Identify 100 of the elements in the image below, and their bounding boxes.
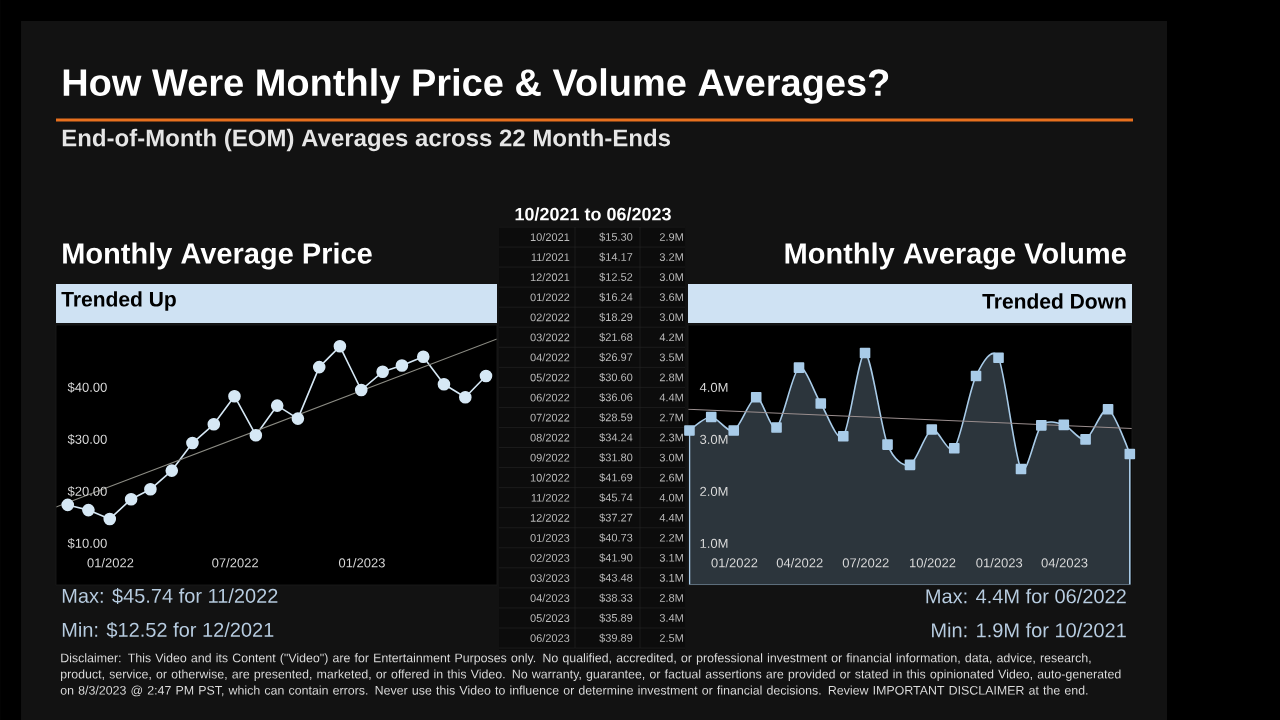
data-label: 3.5M [659, 353, 683, 362]
x-tick-label: 01/2022 [711, 557, 758, 568]
y-tick-label: $30.00 [67, 434, 107, 445]
data-label: $18.29 [599, 312, 633, 322]
point [859, 347, 871, 359]
data-label: $21.68 [599, 332, 633, 342]
category-label: 09/2022 [530, 453, 570, 462]
data-label: 3.1M [659, 573, 683, 582]
category-label: 06/2023 [530, 633, 570, 643]
category-label: 11/2022 [531, 493, 570, 502]
x-tick-label: 07/2022 [842, 557, 889, 568]
data-label: $12.52 [599, 272, 633, 282]
category-label: 02/2022 [530, 313, 570, 322]
chart-title: Monthly Average Volume [785, 242, 1126, 270]
point [882, 439, 893, 450]
data-label: $36.06 [599, 392, 633, 402]
y-tick-label: 1.0M [700, 538, 728, 548]
point [144, 483, 157, 496]
text: Min: $12.52 for 12/2021 [62, 621, 274, 639]
point [459, 390, 472, 404]
point [376, 365, 389, 379]
x-tick-label: 01/2023 [338, 557, 385, 568]
x-tick-label: 10/2022 [909, 557, 956, 568]
data-label: $40.73 [599, 533, 633, 543]
point [904, 459, 916, 471]
y-tick-label: $10.00 [67, 538, 107, 549]
point [793, 362, 805, 373]
data-label: $38.33 [599, 593, 633, 603]
y-tick-label: 2.0M [700, 486, 728, 496]
data-label: 4.2M [659, 333, 683, 342]
data-label: 2.8M [659, 373, 683, 382]
data-label: 4.0M [659, 493, 683, 502]
x-tick-label: 01/2023 [976, 557, 1023, 568]
data-label: 2.3M [659, 433, 683, 442]
x-tick-label: 04/2023 [1041, 557, 1088, 568]
category-label: 02/2023 [530, 553, 570, 562]
text: How Were Monthly Price & Volume Averages? [63, 68, 889, 104]
category-label: 06/2022 [530, 393, 570, 402]
point [207, 418, 221, 431]
point [837, 430, 849, 442]
category-label: 11/2021 [531, 253, 570, 262]
point [750, 391, 762, 403]
data-label: $39.89 [599, 633, 633, 643]
point [815, 398, 827, 409]
x-tick-label: 04/2022 [776, 557, 823, 568]
point [1124, 448, 1136, 460]
data-label: $30.60 [599, 372, 633, 382]
data-label: 3.0M [659, 313, 683, 322]
data-label: $26.97 [599, 352, 633, 362]
point [1015, 463, 1027, 475]
data-label: $14.17 [599, 252, 633, 262]
point [395, 359, 409, 372]
point [437, 377, 451, 391]
point [1080, 434, 1091, 445]
point [103, 512, 117, 526]
data-label: $45.74 [599, 493, 633, 503]
category-label: 01/2023 [530, 533, 570, 542]
data-label: 2.9M [659, 233, 683, 241]
point [705, 411, 717, 423]
chart-subtitle: Trended Down [982, 293, 1126, 309]
data-label: $15.30 [599, 232, 633, 242]
data-label: $16.24 [599, 292, 633, 302]
category-label: 10/2022 [530, 473, 570, 482]
data-label: 2.8M [659, 594, 683, 602]
text: Min: 1.9M for 10/2021 [932, 622, 1126, 638]
point [186, 436, 199, 450]
text: Disclaimer: This Video and its Content ("Video") are for Entertainment Purposes only. No qualified, accredited, or professional investment or financial information, data, advice, research, product, service, or otherwise, are presented, marketed, or offered in this Video. No warranty, guarantee, or factual assertions are provided or stated in this opinionated Video, auto-generated on 8/3/2023 @ 2:47 PM PST, which can contain errors. Never use this Video to influence or determine investment or financial decisions. Review IMPORTANT DISCLAIMER at the end. [60, 653, 1121, 697]
point [948, 442, 960, 454]
category-label: 05/2023 [530, 613, 570, 623]
point [291, 412, 305, 425]
category-label: 07/2022 [530, 413, 570, 422]
y-tick-label: 4.0M [699, 382, 728, 392]
point [1058, 419, 1070, 431]
category-label: 01/2022 [530, 293, 570, 302]
category-label: 10/2021 [530, 232, 570, 242]
point [970, 370, 982, 382]
data-label: $37.27 [599, 513, 633, 523]
point [61, 498, 75, 512]
point [270, 399, 284, 412]
data-label: $35.89 [599, 613, 633, 623]
text: End-of-Month (EOM) Averages across 22 Month-Ends [62, 128, 671, 152]
data-label: 2.2M [659, 533, 683, 542]
point [82, 503, 95, 517]
point [416, 350, 430, 364]
point [333, 340, 347, 353]
y-tick-label: 3.0M [700, 434, 728, 444]
point [728, 425, 740, 436]
data-label: $43.48 [599, 573, 633, 583]
data-label: $31.80 [599, 453, 633, 463]
point [354, 383, 368, 397]
data-label: 3.1M [659, 553, 683, 562]
point [228, 389, 241, 403]
point [684, 425, 695, 436]
category-label: 03/2022 [530, 333, 570, 342]
data-label: 4.4M [659, 393, 683, 402]
text: 10/2021 to 06/2023 [515, 207, 671, 221]
category-label: 04/2023 [530, 593, 570, 602]
x-tick-label: 01/2022 [87, 557, 134, 568]
point [1036, 420, 1047, 431]
point [926, 424, 938, 435]
